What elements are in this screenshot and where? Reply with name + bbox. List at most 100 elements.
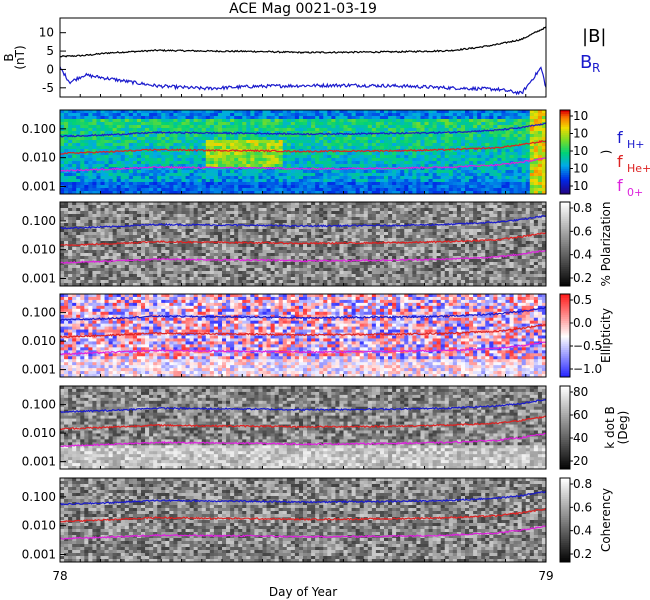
heatmap-cell (335, 214, 339, 217)
heatmap-cell (263, 146, 267, 149)
heatmap-cell (254, 179, 258, 182)
heatmap-cell (295, 116, 299, 119)
heatmap-cell (420, 185, 424, 188)
heatmap-cell (84, 217, 88, 220)
heatmap-cell (105, 116, 109, 119)
heatmap-cell (60, 179, 64, 182)
heatmap-cell (303, 128, 307, 131)
heatmap-cell (198, 122, 202, 125)
heatmap-cell (501, 226, 505, 229)
heatmap-cell (493, 223, 497, 226)
heatmap-cell (258, 110, 262, 113)
heatmap-cell (194, 217, 198, 220)
heatmap-cell (416, 155, 420, 158)
heatmap-cell (96, 116, 100, 119)
heatmap-cell (489, 137, 493, 140)
heatmap-cell (258, 155, 262, 158)
heatmap-cell (506, 217, 510, 220)
heatmap-cell (335, 185, 339, 188)
heatmap-cell (202, 208, 206, 211)
heatmap-cell (380, 116, 384, 119)
heatmap-cell (113, 208, 117, 211)
heatmap-cell (481, 179, 485, 182)
heatmap-cell (392, 229, 396, 232)
heatmap-cell (129, 119, 133, 122)
heatmap-cell (457, 214, 461, 217)
heatmap-cell (109, 217, 113, 220)
heatmap-cell (534, 188, 538, 191)
heatmap-cell (206, 170, 210, 173)
heatmap-cell (433, 140, 437, 143)
heatmap-cell (137, 152, 141, 155)
heatmap-cell (339, 125, 343, 128)
heatmap-cell (299, 235, 303, 238)
heatmap-cell (250, 202, 254, 205)
heatmap-cell (534, 226, 538, 229)
heatmap-cell (315, 161, 319, 164)
heatmap-cell (64, 229, 68, 232)
heatmap-cell (206, 125, 210, 128)
heatmap-cell (400, 217, 404, 220)
heatmap-cell (263, 137, 267, 140)
heatmap-cell (113, 113, 117, 116)
heatmap-cell (92, 113, 96, 116)
heatmap-cell (295, 173, 299, 176)
heatmap-cell (149, 125, 153, 128)
heatmap-cell (72, 188, 76, 191)
heatmap-cell (113, 140, 117, 143)
heatmap-cell (234, 179, 238, 182)
heatmap-cell (263, 161, 267, 164)
heatmap-cell (396, 217, 400, 220)
heatmap-cell (392, 152, 396, 155)
heatmap-cell (335, 217, 339, 220)
heatmap-cell (198, 185, 202, 188)
heatmap-cell (161, 137, 165, 140)
heatmap-cell (485, 226, 489, 229)
heatmap-cell (315, 170, 319, 173)
heatmap-cell (92, 211, 96, 214)
heatmap-cell (279, 232, 283, 235)
heatmap-cell (445, 217, 449, 220)
heatmap-cell (416, 119, 420, 122)
heatmap-cell (530, 173, 534, 176)
heatmap-cell (493, 226, 497, 229)
heatmap-cell (218, 179, 222, 182)
heatmap-cell (392, 188, 396, 191)
heatmap-cell (388, 164, 392, 167)
heatmap-cell (141, 188, 145, 191)
heatmap-cell (489, 116, 493, 119)
heatmap-cell (169, 116, 173, 119)
heatmap-cell (404, 134, 408, 137)
heatmap-cell (420, 229, 424, 232)
heatmap-cell (109, 116, 113, 119)
heatmap-cell (396, 235, 400, 238)
heatmap-cell (420, 208, 424, 211)
heatmap-cell (105, 211, 109, 214)
heatmap-cell (356, 176, 360, 179)
heatmap-cell (214, 128, 218, 131)
heatmap-cell (238, 134, 242, 137)
heatmap-cell (92, 158, 96, 161)
heatmap-cell (469, 122, 473, 125)
heatmap-cell (258, 146, 262, 149)
heatmap-cell (254, 176, 258, 179)
heatmap-cell (177, 232, 181, 235)
heatmap-cell (530, 223, 534, 226)
heatmap-cell (299, 119, 303, 122)
heatmap-cell (352, 119, 356, 122)
heatmap-cell (384, 202, 388, 205)
heatmap-cell (360, 152, 364, 155)
heatmap-cell (376, 161, 380, 164)
heatmap-cell (461, 229, 465, 232)
heatmap-cell (275, 143, 279, 146)
heatmap-cell (412, 125, 416, 128)
heatmap-cell (352, 182, 356, 185)
heatmap-cell (230, 161, 234, 164)
heatmap-cell (279, 122, 283, 125)
heatmap-cell (469, 116, 473, 119)
heatmap-cell (437, 125, 441, 128)
heatmap-cell (530, 116, 534, 119)
heatmap-cell (117, 119, 121, 122)
heatmap-cell (271, 119, 275, 122)
heatmap-cell (64, 188, 68, 191)
